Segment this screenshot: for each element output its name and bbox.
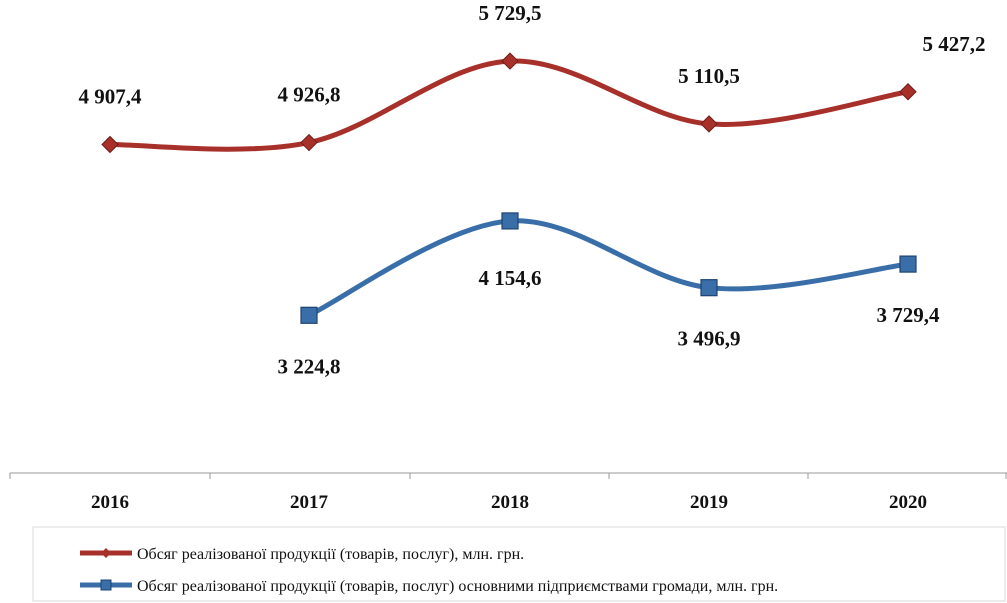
x-tick-label-2019: 2019	[690, 492, 728, 513]
data-label-s1-2017: 4 926,8	[278, 83, 341, 107]
data-label-s2-2018: 4 154,6	[479, 266, 542, 290]
data-label-s2-2017: 3 224,8	[278, 354, 341, 378]
data-label-s1-2020: 5 427,2	[923, 32, 986, 56]
legend-label-2: Обсяг реалізованої продукції (товарів, п…	[137, 578, 778, 595]
legend: Обсяг реалізованої продукції (товарів, п…	[32, 526, 1006, 602]
legend-box	[32, 526, 1006, 602]
series-2-point-2020	[899, 255, 917, 273]
data-label-s1-2018: 5 729,5	[479, 1, 542, 25]
x-tick-label-2016: 2016	[91, 492, 129, 513]
series-line-2	[306, 218, 911, 318]
x-tick-label-2018: 2018	[491, 492, 529, 513]
legend-marker-diamond	[101, 548, 111, 558]
data-label-s1-2019: 5 110,5	[678, 64, 740, 88]
series-1-point-2020	[899, 83, 917, 101]
data-label-s2-2019: 3 496,9	[678, 327, 741, 351]
series-1-point-2018	[501, 52, 519, 70]
series-line-1	[107, 58, 911, 152]
x-tick-label-2017: 2017	[290, 492, 329, 513]
data-labels: 4 907,4 4 926,8 5 729,5 5 110,5 5 427,2 3 224…	[79, 1, 986, 378]
series-1-point-2017	[300, 133, 318, 152]
x-tick-label-2020: 2020	[889, 492, 927, 513]
series-2-point-2019	[700, 279, 718, 297]
legend-label-1: Обсяг реалізованої продукції (товарів, п…	[137, 546, 524, 563]
series-2-point-2017	[300, 306, 318, 324]
series-layer	[101, 52, 917, 324]
series-2-point-2018	[501, 212, 519, 230]
legend-marker-square	[100, 579, 112, 591]
x-axis-ticks: 2016 2017 2018 2019 2020	[9, 473, 1007, 513]
series-1-point-2019	[700, 115, 718, 133]
data-label-s1-2016: 4 907,4	[79, 85, 143, 109]
data-label-s2-2020: 3 729,4	[877, 303, 941, 327]
series-1-point-2016	[101, 135, 119, 154]
